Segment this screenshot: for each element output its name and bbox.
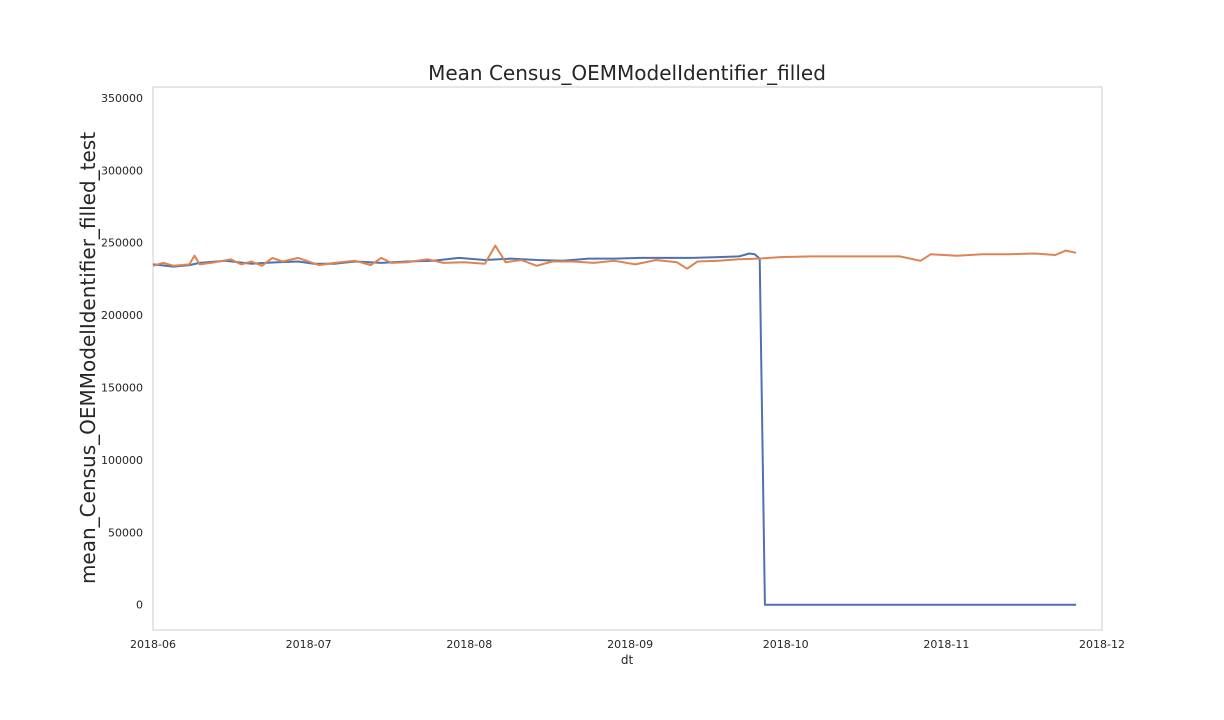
x-tick-label: 2018-09 (607, 638, 653, 651)
y-tick-label: 100000 (101, 454, 143, 467)
y-tick-label: 150000 (101, 382, 143, 395)
y-tick-label: 200000 (101, 309, 143, 322)
y-axis-label: mean_Census_OEMModelIdentifier_filled_te… (76, 132, 100, 584)
y-tick-label: 300000 (101, 164, 143, 177)
series-line-1 (152, 252, 1077, 606)
chart-title: Mean Census_OEMModelIdentifier_filled (428, 61, 826, 85)
x-tick-label: 2018-10 (763, 638, 809, 651)
x-tick-label: 2018-06 (130, 638, 176, 651)
y-tick-label: 350000 (101, 92, 143, 105)
series-line-2 (152, 244, 1077, 270)
y-tick-label: 0 (136, 599, 143, 612)
y-tick-label: 250000 (101, 237, 143, 250)
plot-area (152, 86, 1103, 631)
x-tick-label: 2018-11 (923, 638, 969, 651)
x-axis-label: dt (621, 653, 634, 667)
x-tick-label: 2018-12 (1079, 638, 1125, 651)
y-tick-label: 50000 (108, 526, 143, 539)
y-tick-labels: 0 50000 100000 150000 200000 250000 300000 3500… (101, 92, 143, 612)
series-layer (152, 244, 1077, 606)
x-tick-label: 2018-07 (286, 638, 332, 651)
x-tick-label: 2018-08 (446, 638, 492, 651)
x-tick-labels: 2018-06 2018-07 2018-08 2018-09 2018-10 2018-… (130, 638, 1125, 651)
